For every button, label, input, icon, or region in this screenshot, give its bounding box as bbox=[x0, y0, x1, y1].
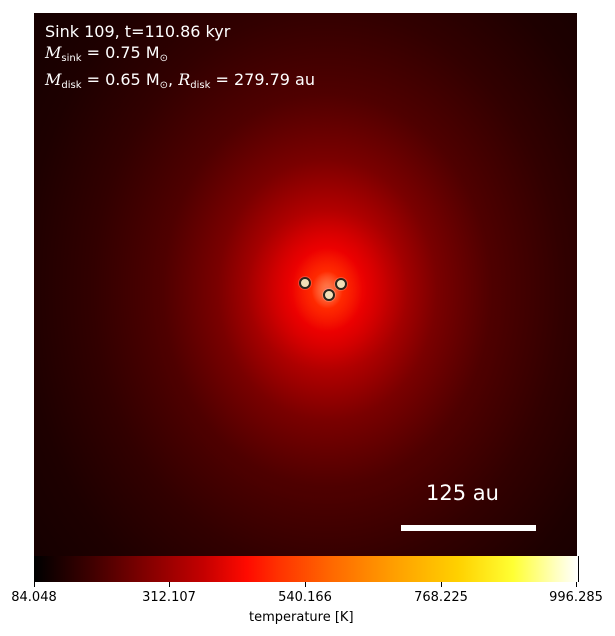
disk-line: Mdisk = 0.65 M⊙, Rdisk = 279.79 au bbox=[45, 69, 315, 96]
disk-mass-value: = 0.65 M bbox=[81, 70, 160, 89]
temperature-colorbar bbox=[34, 556, 579, 582]
sink-3-marker bbox=[335, 278, 347, 290]
scale-bar bbox=[401, 525, 536, 531]
sink-mass-value: = 0.75 M bbox=[81, 43, 160, 62]
colorbar-tick-mark bbox=[169, 582, 170, 587]
disk-mass-unit-subscript: ⊙ bbox=[159, 80, 169, 91]
sink-mass-unit-subscript: ⊙ bbox=[159, 53, 168, 64]
sink-mass-symbol: M bbox=[45, 43, 62, 62]
disk-radius-symbol: R bbox=[178, 70, 191, 89]
colorbar-tick-label-3: 768.225 bbox=[414, 590, 468, 605]
sink-1-marker bbox=[299, 277, 311, 289]
colorbar-tick-label-0: 84.048 bbox=[11, 590, 57, 605]
disk-radius-subscript: disk bbox=[190, 80, 211, 91]
colorbar-tick-mark bbox=[305, 582, 306, 587]
colorbar-tick-mark bbox=[441, 582, 442, 587]
colorbar-label: temperature [K] bbox=[249, 610, 354, 625]
title-line: Sink 109, t=110.86 kyr bbox=[45, 22, 231, 41]
sink-mass-line: Msink = 0.75 M⊙ bbox=[45, 42, 315, 69]
sink-2-marker bbox=[323, 289, 335, 301]
disk-radius-separator: , bbox=[168, 70, 179, 89]
colorbar-tick-label-2: 540.166 bbox=[278, 590, 332, 605]
disk-mass-subscript: disk bbox=[61, 80, 82, 91]
colorbar-tick-label-1: 312.107 bbox=[142, 590, 196, 605]
disk-mass-symbol: M bbox=[45, 70, 62, 89]
colorbar-tick-mark bbox=[576, 582, 577, 587]
info-text: Sink 109, t=110.86 kyr Msink = 0.75 M⊙ M… bbox=[45, 21, 315, 96]
scale-bar-label: 125 au bbox=[426, 481, 499, 505]
temperature-map: Sink 109, t=110.86 kyr Msink = 0.75 M⊙ M… bbox=[34, 13, 577, 556]
colorbar-tick-label-4: 996.285 bbox=[549, 590, 603, 605]
disk-radius-value: = 279.79 au bbox=[210, 70, 315, 89]
colorbar-tick-mark bbox=[34, 582, 35, 587]
sink-mass-subscript: sink bbox=[61, 53, 82, 64]
